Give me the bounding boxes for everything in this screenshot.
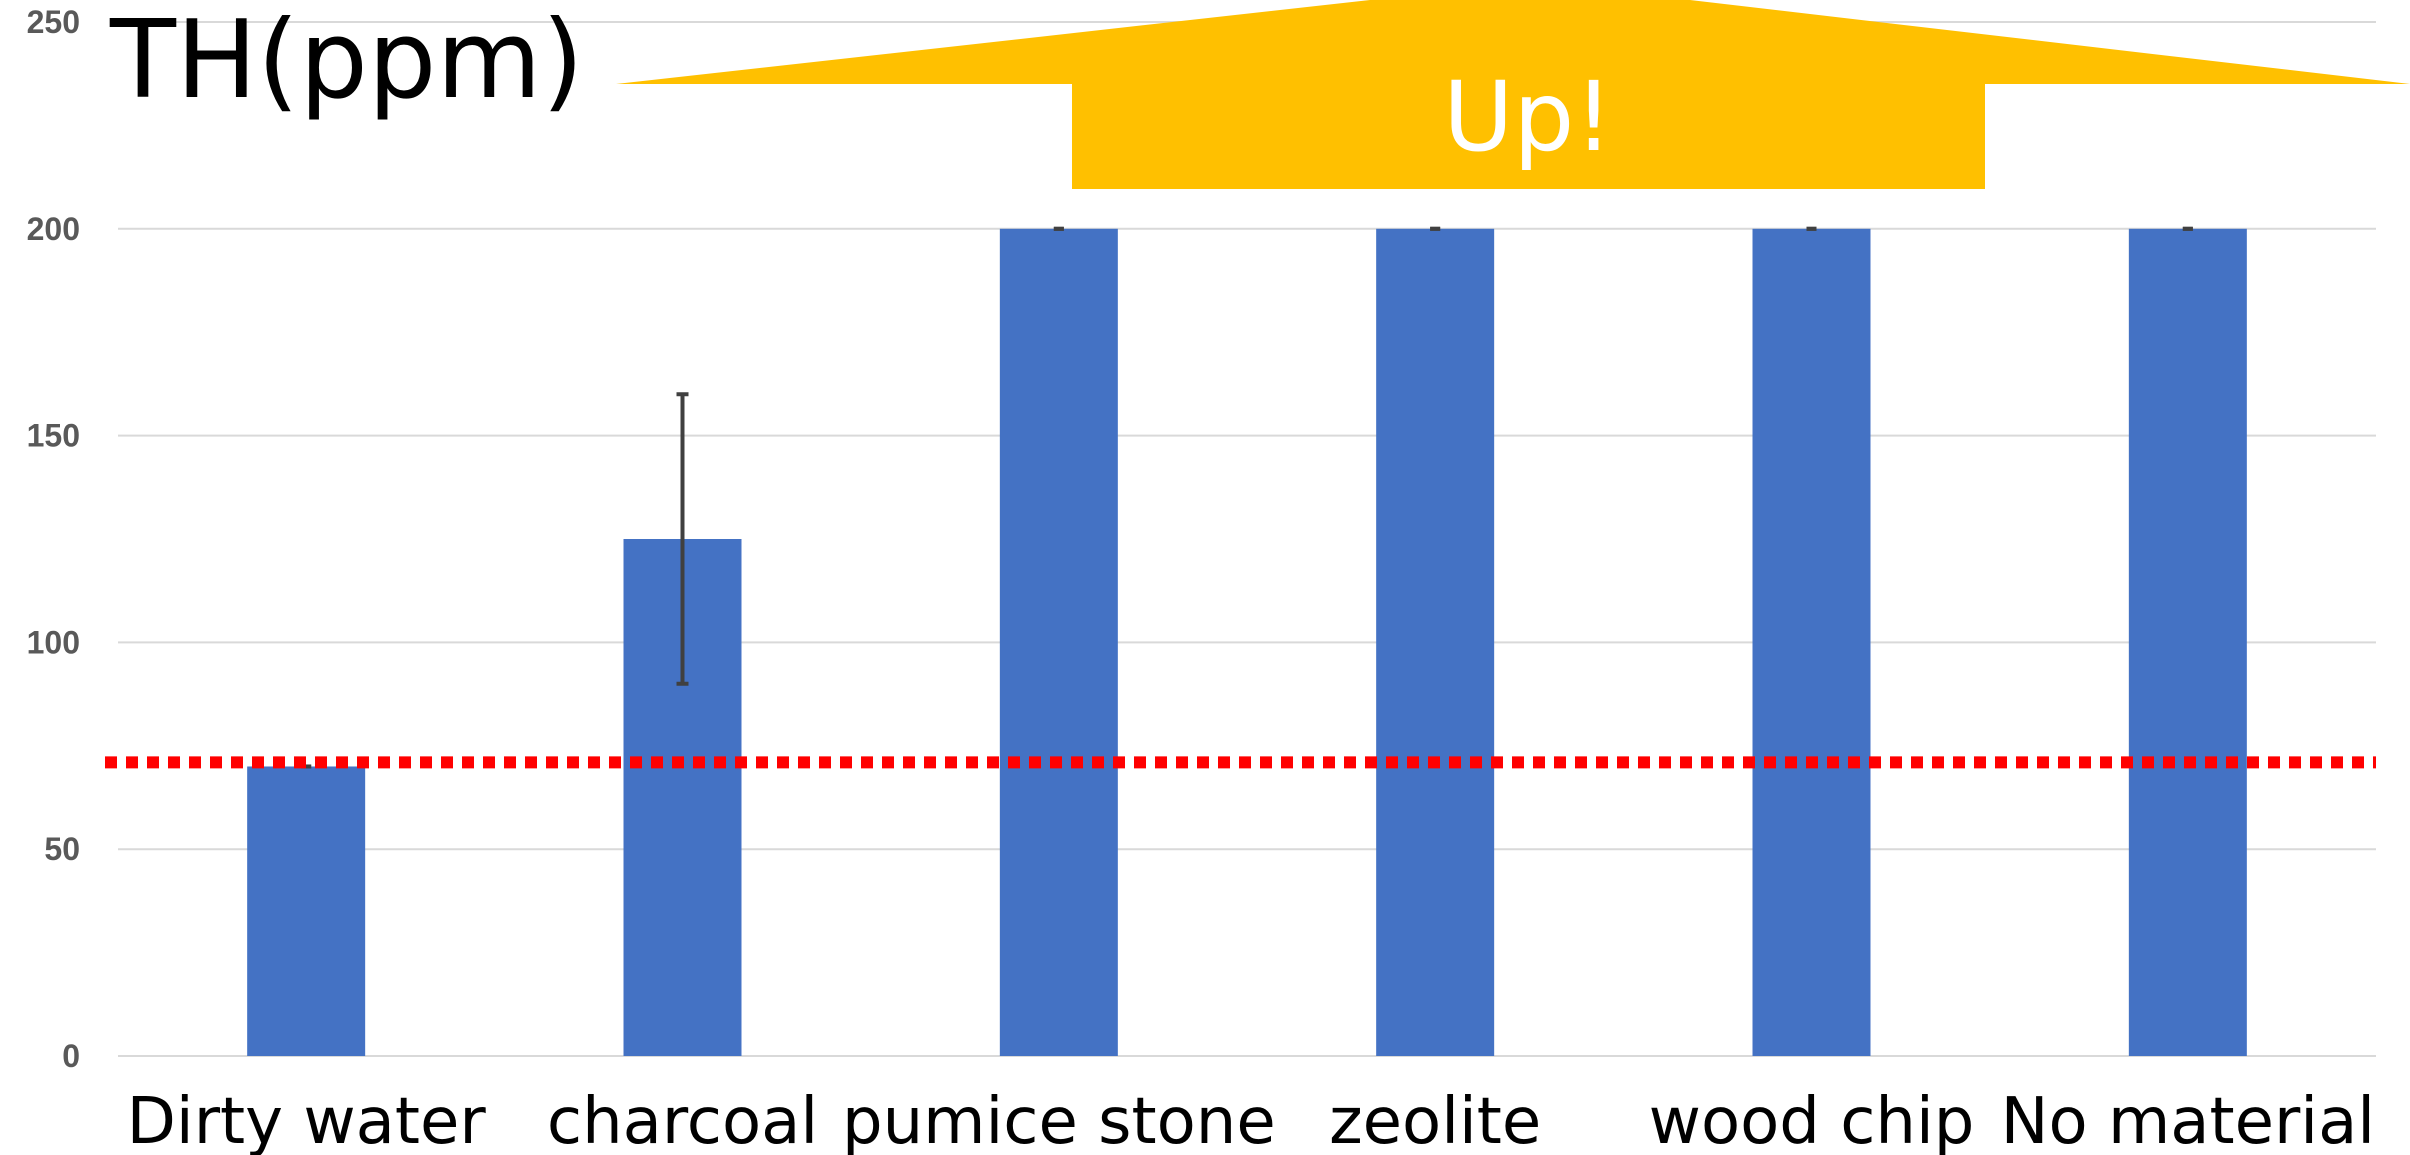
y-tick-label: 50	[44, 831, 80, 867]
y-tick-label: 100	[27, 624, 80, 660]
x-tick-label: No material	[2001, 1085, 2376, 1155]
up-arrow-shape	[616, 0, 2410, 189]
error-bars	[301, 226, 2193, 769]
x-tick-label: wood chip	[1649, 1085, 1975, 1155]
y-tick-label: 150	[27, 418, 80, 454]
bar	[1376, 228, 1495, 1057]
chart-title: TH(ppm)	[109, 0, 584, 123]
x-axis-ticks: Dirty water charcoal pumice stone zeolite wo…	[127, 1085, 2375, 1155]
x-tick-label: Dirty water	[127, 1085, 487, 1155]
y-tick-label: 0	[62, 1038, 80, 1074]
up-arrow: Up!	[616, 0, 2410, 189]
x-tick-label: zeolite	[1329, 1085, 1541, 1155]
bar	[999, 228, 1118, 1057]
up-arrow-label: Up!	[1443, 61, 1613, 173]
y-tick-label: 250	[27, 4, 80, 40]
y-tick-label: 200	[27, 211, 80, 247]
x-tick-label: charcoal	[547, 1085, 818, 1155]
y-axis-ticks: 0 50 100 150 200 250	[27, 4, 80, 1074]
x-tick-label: pumice stone	[842, 1085, 1276, 1155]
bar	[247, 766, 366, 1056]
bar	[1752, 228, 1871, 1057]
bar	[2128, 228, 2247, 1057]
